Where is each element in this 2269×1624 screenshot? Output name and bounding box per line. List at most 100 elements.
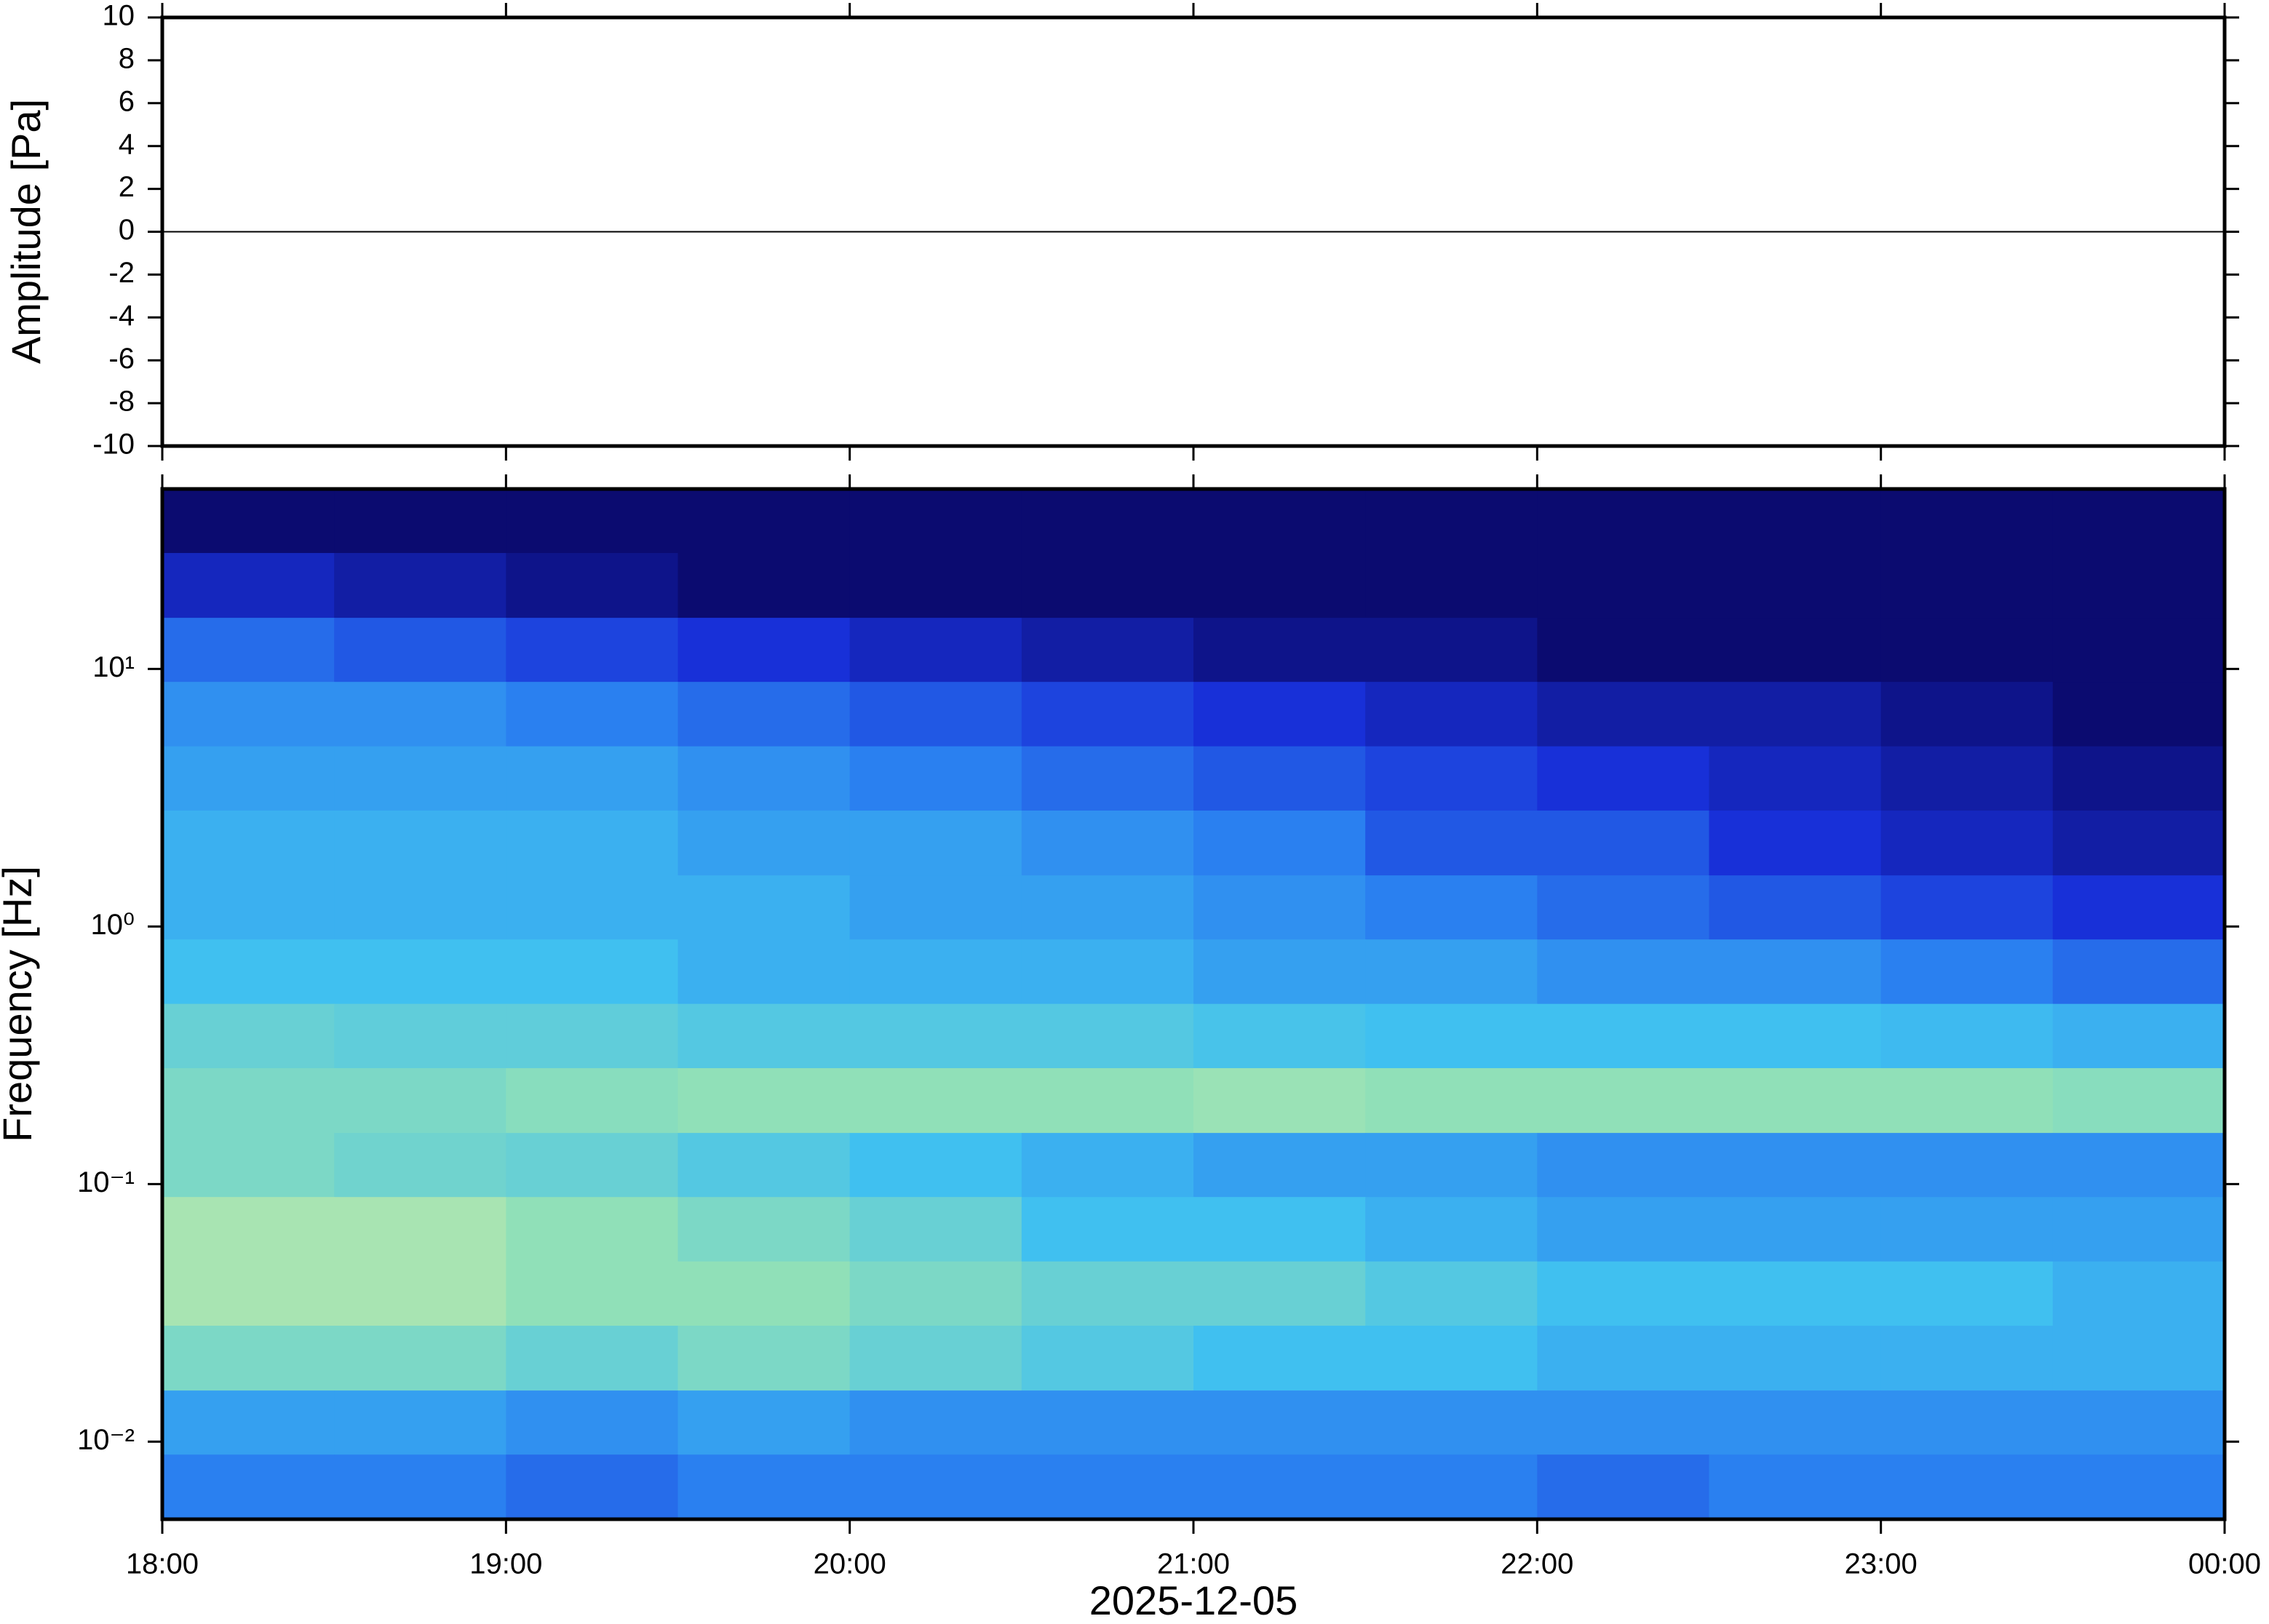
spectrogram-cell <box>334 553 506 618</box>
spectrogram-cell <box>1537 553 1709 618</box>
spectrogram-cell <box>677 811 851 876</box>
spectrogram-cell <box>1537 875 1709 940</box>
spectrogram-cell <box>2052 1068 2225 1134</box>
spectrogram-cell <box>506 1003 678 1069</box>
spectrogram-cell <box>1880 811 2054 876</box>
spectrogram-cell <box>677 1003 851 1069</box>
spectrogram-cell <box>1709 553 1882 618</box>
y-tick-label: -6 <box>108 343 135 375</box>
spectrogram-cell <box>506 682 678 747</box>
spectrogram-cell <box>1880 1261 2054 1326</box>
spectrogram-cell <box>334 875 506 940</box>
spectrogram-cell <box>849 1133 1022 1198</box>
spectrogram-cell <box>1193 489 1366 554</box>
spectrogram-cell <box>1365 1261 1538 1326</box>
spectrogram-cell <box>849 618 1022 682</box>
spectrogram-cell <box>506 1326 678 1391</box>
spectrogram-cell <box>1537 1261 1709 1326</box>
spectrogram-cell <box>849 553 1022 618</box>
spectrogram-cell <box>1021 1068 1194 1134</box>
spectrogram-cell <box>677 1068 851 1134</box>
spectrogram-cell <box>1021 1133 1194 1198</box>
spectrogram-cell <box>506 1133 678 1198</box>
spectrogram-cell <box>1537 811 1709 876</box>
spectrogram-cell <box>2052 1390 2225 1455</box>
spectrogram-cell <box>506 1261 678 1326</box>
x-tick-label: 21:00 <box>1157 1548 1230 1580</box>
spectrogram-cell <box>1880 1326 2054 1391</box>
spectrogram-cell <box>1365 939 1538 1005</box>
y-tick-label: 10 <box>103 0 135 32</box>
y-tick-label: 2 <box>119 171 135 203</box>
spectrogram-cell <box>1193 875 1366 940</box>
spectrogram-cell <box>849 939 1022 1005</box>
spectrogram-cell <box>1537 1326 1709 1391</box>
spectrogram-cell <box>1365 553 1538 618</box>
spectrogram-cell <box>1021 1197 1194 1262</box>
spectrogram-cell <box>1021 1326 1194 1391</box>
spectrogram-cell <box>1365 682 1538 747</box>
spectrogram-cell <box>1365 1003 1538 1069</box>
spectrogram-cell <box>2052 939 2225 1005</box>
y-tick-label: 10⁻² <box>77 1424 135 1456</box>
spectrogram-cell <box>1709 1261 1882 1326</box>
spectrogram-cell <box>1880 746 2054 811</box>
spectrogram-cell <box>677 1326 851 1391</box>
spectrogram-cell <box>1365 1454 1538 1520</box>
spectrogram-cell <box>1021 746 1194 811</box>
spectrogram-cell <box>1193 811 1366 876</box>
spectrogram-cell <box>506 1390 678 1455</box>
spectrogram-cell <box>2052 875 2225 940</box>
spectrogram-cell <box>1709 939 1882 1005</box>
spectrogram-cell <box>1537 1454 1709 1520</box>
panel-frame <box>160 15 2227 448</box>
y-tick-label: 10⁰ <box>90 909 135 941</box>
spectrogram-cell <box>334 1068 506 1134</box>
spectrogram-cell <box>1193 1454 1366 1520</box>
spectrogram-cell <box>849 875 1022 940</box>
spectrogram-cell <box>506 553 678 618</box>
spectrogram-cell <box>677 1197 851 1262</box>
spectrogram-cell <box>334 939 506 1005</box>
spectrogram-cell <box>334 1390 506 1455</box>
spectrogram-cell <box>162 489 335 554</box>
spectrogram-cell <box>1709 1454 1882 1520</box>
spectrogram-cell <box>1193 618 1366 682</box>
spectrogram-cell <box>1193 1261 1366 1326</box>
spectrogram-cell <box>334 1133 506 1198</box>
spectrogram-cell <box>849 811 1022 876</box>
y-tick-label: -2 <box>108 257 135 289</box>
spectrogram-cell <box>1880 1133 2054 1198</box>
spectrogram-cell <box>1365 1326 1538 1391</box>
x-tick-label: 23:00 <box>1845 1548 1918 1580</box>
x-tick-label: 00:00 <box>2188 1548 2261 1580</box>
spectrogram-cell <box>334 618 506 682</box>
spectrogram-cell <box>1880 1454 2054 1520</box>
spectrogram-cell <box>849 1326 1022 1391</box>
spectrogram-cell <box>506 1454 678 1520</box>
spectrogram-cell <box>1193 1197 1366 1262</box>
x-tick-label: 19:00 <box>469 1548 542 1580</box>
spectrogram-cell <box>1365 1133 1538 1198</box>
spectrogram-cell <box>849 489 1022 554</box>
y-tick-label: 8 <box>119 42 135 74</box>
spectrogram-cell <box>2052 489 2225 554</box>
y-tick-label: -4 <box>108 300 135 332</box>
spectrogram-cell <box>1365 1197 1538 1262</box>
x-tick-label: 22:00 <box>1501 1548 1573 1580</box>
spectrogram-cell <box>2052 811 2225 876</box>
spectrogram-cell <box>677 1133 851 1198</box>
spectrogram-cell <box>1537 682 1709 747</box>
spectrogram-cell <box>1365 875 1538 940</box>
spectrogram-cell <box>506 1197 678 1262</box>
panel-frame <box>160 487 2227 1521</box>
y-tick-label: 6 <box>119 85 135 117</box>
spectrogram-cell <box>1537 1068 1709 1134</box>
y-tick-label: -10 <box>92 429 135 461</box>
frequency-axis-label: Frequency [Hz] <box>0 866 40 1142</box>
spectrogram-cell <box>1880 875 2054 940</box>
spectrogram-cell <box>849 1261 1022 1326</box>
spectrogram-cell <box>1709 1390 1882 1455</box>
spectrogram-cell <box>1193 939 1366 1005</box>
